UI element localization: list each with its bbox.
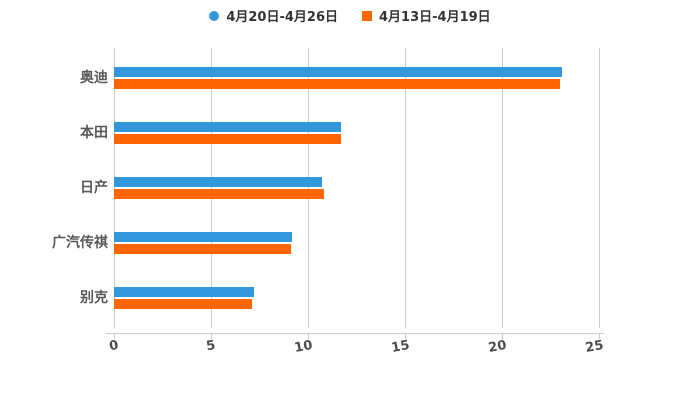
legend-circle-marker-icon [209,10,220,21]
bar-4月20日-4月26日-广汽传祺[interactable] [114,232,293,242]
x-axis-tick [114,333,115,339]
bar-4月20日-4月26日-奥迪[interactable] [114,67,563,77]
bar-4月20日-4月26日-本田[interactable] [114,122,341,132]
legend-label-week-apr13-19: 4月13日-4月19日 [379,10,491,25]
legend-label-week-apr20-26: 4月20日-4月26日 [226,10,338,25]
x-axis-tick [405,333,406,339]
bar-4月20日-4月26日-别克[interactable] [114,287,254,297]
y-axis-category-label: 日产 [80,180,108,196]
x-axis-tick [308,333,309,339]
x-axis-tick-label: 20 [487,338,508,356]
bar-4月13日-4月19日-本田[interactable] [114,134,341,144]
legend-item-week-apr20-26[interactable]: 4月20日-4月26日 [209,6,338,25]
bar-4月20日-4月26日-日产[interactable] [114,177,322,187]
x-gridline [211,48,212,328]
x-axis-tick-label: 25 [584,338,605,356]
x-axis-tick-label: 0 [108,338,120,355]
x-gridline [599,48,600,328]
x-gridline [114,48,115,328]
y-axis-category-label: 奥迪 [80,70,108,86]
y-axis-category-label: 别克 [80,290,108,306]
y-axis-category-label: 广汽传祺 [52,235,108,251]
x-axis-tick [211,333,212,339]
x-gridline [405,48,406,328]
bar-4月13日-4月19日-日产[interactable] [114,189,324,199]
x-axis-tick-label: 15 [390,338,411,356]
legend-square-marker-icon [362,10,372,21]
legend-item-week-apr13-19[interactable]: 4月13日-4月19日 [362,6,491,25]
x-gridline [308,48,309,328]
x-axis-tick-label: 5 [205,338,217,355]
legend: 4月20日-4月26日 4月13日-4月19日 [0,6,700,25]
x-axis-tick [502,333,503,339]
bar-4月13日-4月19日-奥迪[interactable] [114,79,561,89]
y-axis-category-label: 本田 [80,125,108,141]
x-axis-tick [599,333,600,339]
bar-4月13日-4月19日-别克[interactable] [114,299,252,309]
x-axis-tick-label: 10 [293,338,314,356]
x-axis-line [106,333,604,334]
bar-4月13日-4月19日-广汽传祺[interactable] [114,244,291,254]
x-gridline [502,48,503,328]
